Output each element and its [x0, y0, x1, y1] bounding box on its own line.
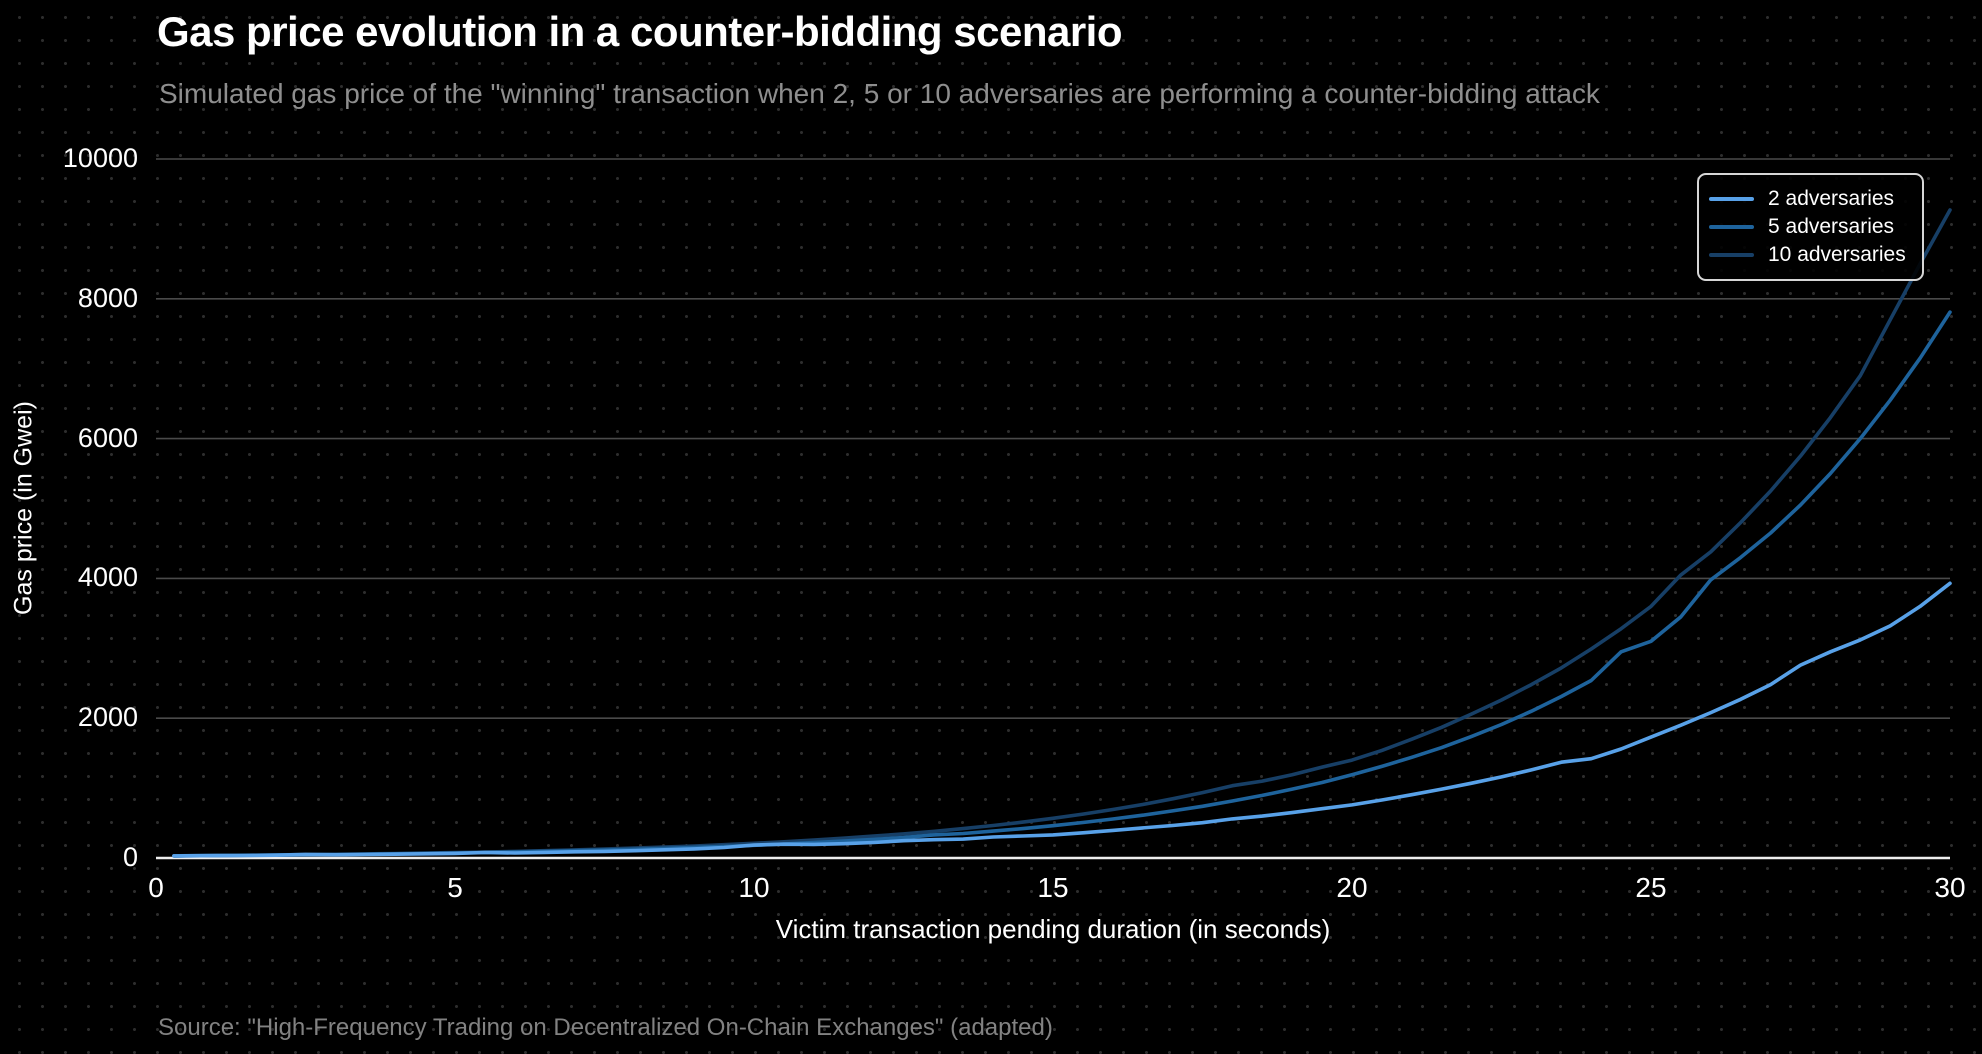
legend-swatch: [1709, 252, 1754, 258]
y-axis-title: Gas price (in Gwei): [9, 401, 38, 615]
y-tick-label: 0: [122, 842, 138, 872]
y-tick-label: 10000: [62, 143, 138, 173]
series-line-10-adversaries: [172, 208, 1952, 858]
y-tick-label: 8000: [77, 282, 138, 313]
x-axis-title: Victim transaction pending duration (in …: [775, 914, 1331, 944]
x-tick-label: 30: [1934, 872, 1966, 903]
x-tick-label: 0: [148, 872, 164, 903]
legend-label: 10 adversaries: [1768, 243, 1906, 266]
legend-swatch: [1709, 196, 1754, 202]
x-tick-label: 20: [1336, 872, 1368, 903]
legend-swatch: [1709, 224, 1754, 230]
legend-item: 2 adversaries: [1709, 185, 1906, 213]
y-tick-label: 4000: [77, 562, 138, 593]
x-tick-label: 15: [1037, 872, 1069, 903]
legend: 2 adversaries 5 adversaries 10 adversaries: [1697, 173, 1924, 281]
x-tick-label: 5: [447, 872, 463, 903]
x-tick-label: 10: [738, 872, 770, 903]
y-tick-label: 2000: [77, 702, 138, 733]
y-tick-label: 6000: [77, 422, 138, 453]
legend-item: 10 adversaries: [1709, 241, 1906, 269]
x-tick-label: 25: [1635, 872, 1667, 903]
legend-label: 2 adversaries: [1768, 187, 1895, 210]
source-note: Source: "High-Frequency Trading on Decen…: [158, 1014, 1053, 1041]
series-line-5-adversaries: [172, 310, 1952, 858]
legend-item: 5 adversaries: [1709, 213, 1906, 241]
series-line-2-adversaries: [172, 581, 1952, 858]
chart-subtitle: Simulated gas price of the "winning" tra…: [159, 78, 1600, 109]
chart-title: Gas price evolution in a counter-bidding…: [157, 8, 1123, 55]
legend-label: 5 adversaries: [1768, 215, 1895, 238]
